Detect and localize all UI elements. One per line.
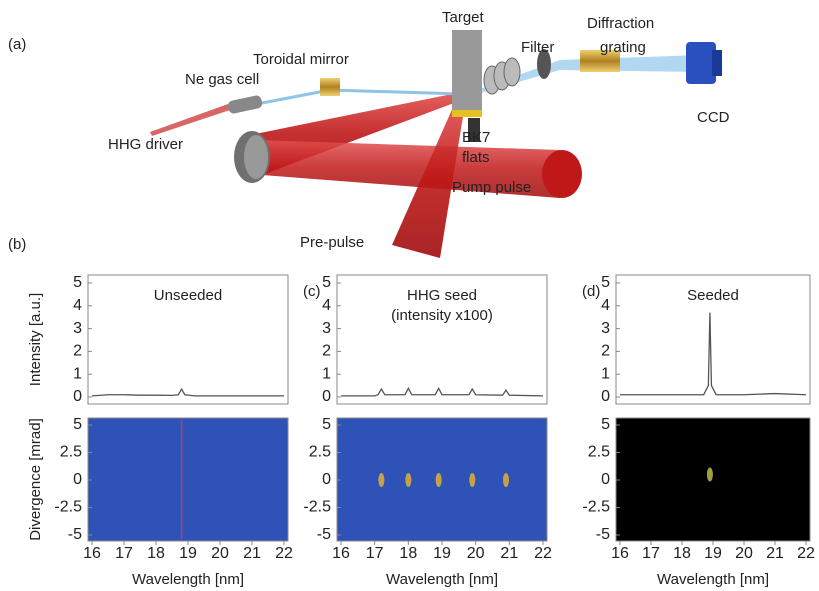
- label: HHG driver: [108, 136, 183, 153]
- y-tick-label: 5: [322, 416, 331, 433]
- x-tick-label: 18: [673, 545, 691, 562]
- y-tick-label: 0: [601, 471, 610, 488]
- y-axis-label: Divergence [mrad]: [27, 418, 44, 541]
- harmonic-spot: [469, 473, 476, 487]
- x-tick-label: 20: [211, 545, 229, 562]
- y-tick-label: 0: [322, 388, 331, 405]
- y-tick-label: 2: [322, 343, 331, 360]
- x-axis-label: Wavelength [nm]: [657, 571, 769, 588]
- y-tick-label: 3: [601, 320, 610, 337]
- label: Filter: [521, 39, 554, 56]
- label: Target: [442, 9, 485, 26]
- y-tick-label: 2.5: [588, 444, 610, 461]
- y-tick-label: 2.5: [309, 444, 331, 461]
- harmonic-spot: [405, 473, 412, 487]
- plot-frame: [87, 274, 289, 405]
- x-tick-label: 17: [366, 545, 384, 562]
- spectrum-line: [341, 386, 544, 397]
- y-tick-label: 3: [73, 320, 82, 337]
- label: flats: [462, 149, 490, 166]
- x-tick-label: 19: [433, 545, 451, 562]
- y-tick-label: 5: [322, 274, 331, 291]
- y-tick-label: -2.5: [54, 499, 82, 516]
- y-tick-label: 4: [73, 297, 82, 314]
- panel-label: (d): [582, 283, 600, 300]
- x-tick-label: 18: [399, 545, 417, 562]
- map-background: [337, 418, 547, 541]
- annotation: (intensity x100): [391, 307, 493, 324]
- x-tick-label: 21: [243, 545, 261, 562]
- panel-label: (b): [8, 236, 26, 253]
- x-tick-label: 22: [534, 545, 552, 562]
- plot-frame: [615, 274, 811, 405]
- label: Pump pulse: [452, 179, 531, 196]
- x-tick-label: 21: [500, 545, 518, 562]
- x-axis-label: Wavelength [nm]: [132, 571, 244, 588]
- y-tick-label: 2: [601, 343, 610, 360]
- y-tick-label: -2.5: [582, 499, 610, 516]
- y-tick-label: 0: [601, 388, 610, 405]
- panel-label: (a): [8, 36, 26, 53]
- x-tick-label: 22: [797, 545, 815, 562]
- y-tick-label: 1: [601, 365, 610, 382]
- plot-frame: [336, 274, 548, 405]
- x-tick-label: 19: [704, 545, 722, 562]
- harmonic-spot: [706, 467, 713, 482]
- map-background: [88, 418, 288, 541]
- y-tick-label: 0: [73, 388, 82, 405]
- annotation: HHG seed: [407, 287, 477, 304]
- x-tick-label: 22: [275, 545, 293, 562]
- x-tick-label: 21: [766, 545, 784, 562]
- x-tick-label: 16: [332, 545, 350, 562]
- harmonic-spot: [378, 473, 385, 487]
- y-tick-label: 5: [73, 274, 82, 291]
- harmonic-spot: [435, 473, 442, 487]
- annotation: Seeded: [687, 287, 739, 304]
- y-tick-label: 4: [601, 297, 610, 314]
- y-tick-label: 5: [601, 274, 610, 291]
- map-background: [616, 418, 810, 541]
- label: BK7: [462, 129, 490, 146]
- annotation: Unseeded: [154, 287, 222, 304]
- y-tick-label: 0: [73, 471, 82, 488]
- y-tick-label: 1: [322, 365, 331, 382]
- x-tick-label: 20: [467, 545, 485, 562]
- y-tick-label: 0: [322, 471, 331, 488]
- x-tick-label: 16: [611, 545, 629, 562]
- y-tick-label: 5: [73, 416, 82, 433]
- y-tick-label: -5: [317, 526, 331, 543]
- y-tick-label: 4: [322, 297, 331, 314]
- label: Pre-pulse: [300, 234, 364, 251]
- label: grating: [600, 39, 646, 56]
- spectrum-line: [620, 312, 807, 396]
- y-tick-label: -2.5: [303, 499, 331, 516]
- x-axis-label: Wavelength [nm]: [386, 571, 498, 588]
- x-tick-label: 19: [179, 545, 197, 562]
- plots: 0 1 2 3 4 5 (b) Unseeded Intensity [a.u.] 5 2.5 0 -2…: [8, 236, 815, 588]
- label: CCD: [697, 109, 730, 126]
- setup-diagram: (a) Target Diffraction grating Toroidal …: [8, 9, 730, 258]
- y-tick-label: -5: [596, 526, 610, 543]
- x-tick-label: 20: [735, 545, 753, 562]
- y-axis-label: Intensity [a.u.]: [27, 293, 44, 386]
- y-tick-label: 1: [73, 365, 82, 382]
- y-tick-label: 3: [322, 320, 331, 337]
- x-tick-label: 16: [83, 545, 101, 562]
- panel-label: (c): [303, 283, 321, 300]
- y-tick-label: -5: [68, 526, 82, 543]
- y-tick-label: 5: [601, 416, 610, 433]
- label: Toroidal mirror: [253, 51, 349, 68]
- harmonic-spot: [502, 473, 509, 487]
- x-tick-label: 17: [115, 545, 133, 562]
- y-tick-label: 2: [73, 343, 82, 360]
- spectrum-line: [91, 387, 284, 397]
- x-tick-label: 18: [147, 545, 165, 562]
- x-tick-label: 17: [642, 545, 660, 562]
- y-tick-label: 2.5: [60, 444, 82, 461]
- label: Diffraction: [587, 15, 654, 32]
- label: Ne gas cell: [185, 71, 259, 88]
